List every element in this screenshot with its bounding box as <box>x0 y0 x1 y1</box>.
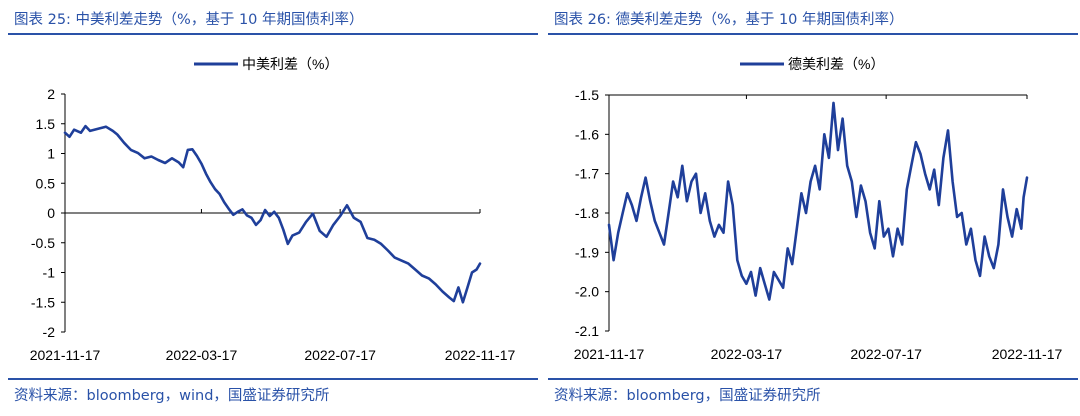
source-divider <box>548 378 1078 380</box>
figure-title: 图表 25: 中美利差走势（%，基于 10 年期国债利率） <box>14 12 364 28</box>
title-divider <box>548 33 1078 35</box>
y-tick-label: -2.1 <box>575 323 599 339</box>
y-tick-label: -2.0 <box>575 284 599 300</box>
y-tick-label: -1.5 <box>575 87 599 103</box>
spread-chart-de-us: -2.1 -2.0 -1.9 -1.8 -1.7 -1.6 -1.5 2021-11-17 20… <box>574 56 1063 362</box>
y-tick-label: -1.8 <box>575 205 599 221</box>
y-tick-label: -0.5 <box>31 235 55 251</box>
y-tick-label: 1.5 <box>36 116 56 132</box>
x-tick-label: 2022-11-17 <box>992 346 1063 362</box>
title-divider <box>8 33 538 35</box>
chart-panel-right: 图表 26: 德美利差走势（%，基于 10 年期国债利率） -2.1 -2.0 -1… <box>548 0 1078 416</box>
y-tick-label: 0 <box>47 205 55 221</box>
y-tick-label: -1.9 <box>575 244 599 260</box>
spread-chart-cn-us: -2 -1.5 -1 -0.5 0 0.5 1 1.5 2 2021-11-17 2022-03-1… <box>30 56 516 363</box>
source-note: 资料来源：bloomberg，国盛证券研究所 <box>554 388 821 404</box>
legend-label: 中美利差（%） <box>242 56 338 72</box>
source-divider <box>8 378 538 380</box>
x-tick-label: 2022-07-17 <box>850 346 922 362</box>
y-tick-label: -1.6 <box>575 126 599 142</box>
figure-title: 图表 26: 德美利差走势（%，基于 10 年期国债利率） <box>554 12 904 28</box>
x-tick-label: 2022-03-17 <box>711 346 783 362</box>
x-tick-label: 2021-11-17 <box>574 346 645 362</box>
y-tick-label: -1 <box>43 265 56 281</box>
source-note: 资料来源：bloomberg，wind，国盛证券研究所 <box>14 388 330 404</box>
y-tick-label: -1.5 <box>31 294 55 310</box>
x-tick-label: 2022-07-17 <box>304 347 376 363</box>
x-tick-label: 2021-11-17 <box>30 347 101 363</box>
series-line <box>63 124 482 304</box>
legend-label: 德美利差（%） <box>788 56 884 72</box>
y-tick-label: 0.5 <box>36 175 56 191</box>
y-tick-label: 1 <box>47 146 55 162</box>
y-tick-label: -2 <box>43 324 56 340</box>
x-tick-label: 2022-03-17 <box>166 347 238 363</box>
y-tick-label: -1.7 <box>575 166 599 182</box>
series-line <box>607 101 1029 301</box>
y-tick-label: 2 <box>47 86 55 102</box>
chart-panel-left: 图表 25: 中美利差走势（%，基于 10 年期国债利率） -2 -1.5 -1 -0… <box>8 0 538 416</box>
x-tick-label: 2022-11-17 <box>445 347 516 363</box>
